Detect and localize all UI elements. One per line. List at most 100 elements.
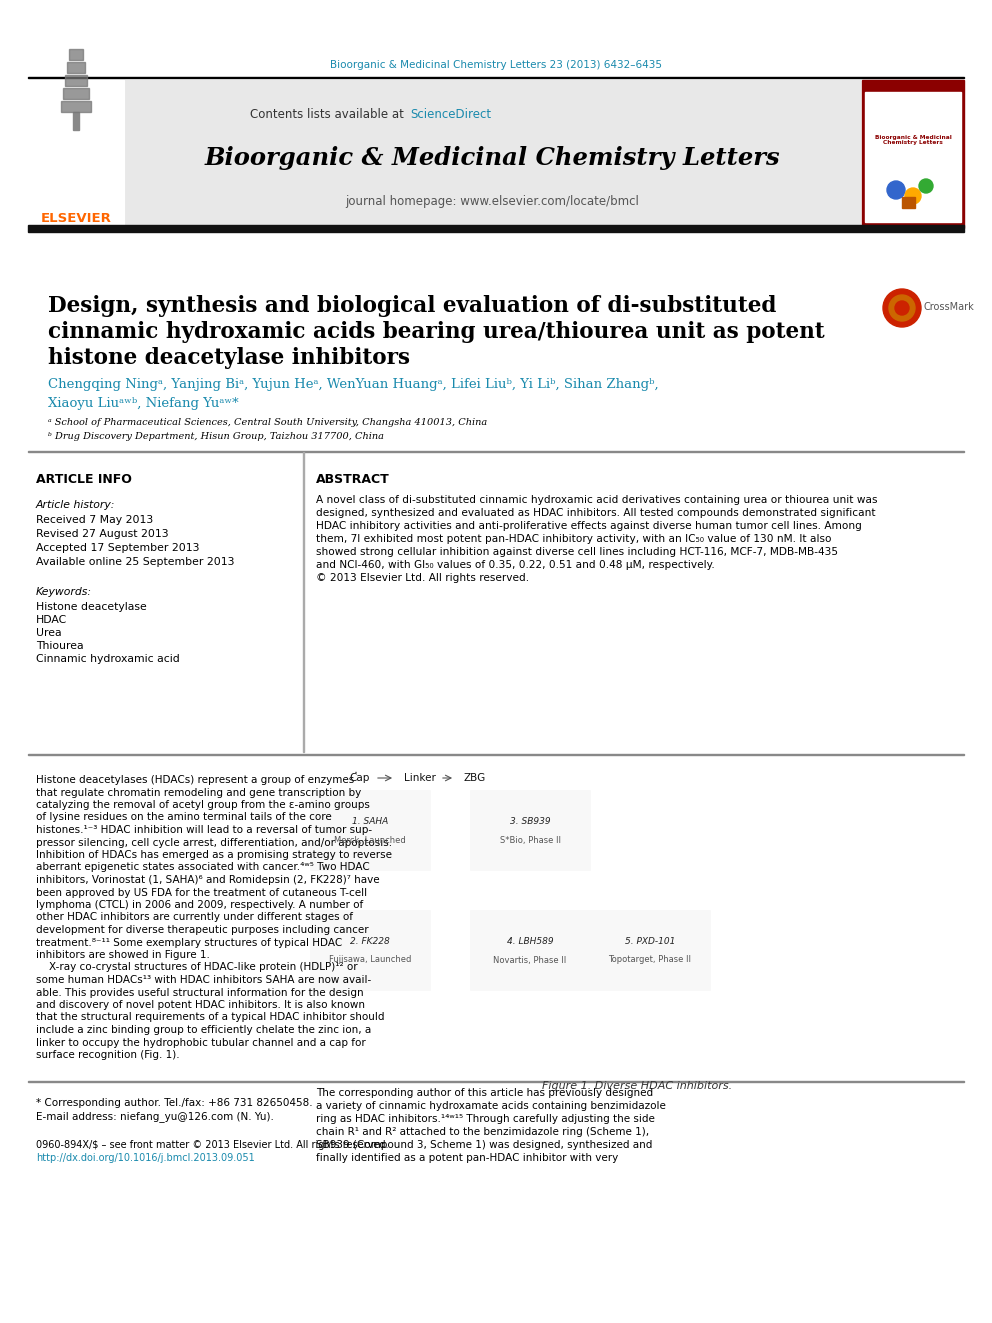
- Text: inhibitors, Vorinostat (1, SAHA)⁶ and Romidepsin (2, FK228)⁷ have: inhibitors, Vorinostat (1, SAHA)⁶ and Ro…: [36, 875, 380, 885]
- Text: designed, synthesized and evaluated as HDAC inhibitors. All tested compounds dem: designed, synthesized and evaluated as H…: [316, 508, 876, 519]
- Bar: [69, 49, 83, 60]
- Text: Fujisawa, Launched: Fujisawa, Launched: [328, 955, 412, 964]
- Bar: [310, 790, 430, 871]
- Text: ELSEVIER: ELSEVIER: [41, 212, 111, 225]
- Bar: [65, 75, 87, 86]
- Bar: [590, 910, 710, 990]
- Text: been approved by US FDA for the treatment of cutaneous T-cell: been approved by US FDA for the treatmen…: [36, 888, 367, 897]
- Text: Inhibition of HDACs has emerged as a promising strategy to reverse: Inhibition of HDACs has emerged as a pro…: [36, 849, 392, 860]
- Text: Design, synthesis and biological evaluation of di-substituted: Design, synthesis and biological evaluat…: [48, 295, 777, 318]
- Text: treatment.⁸⁻¹¹ Some exemplary structures of typical HDAC: treatment.⁸⁻¹¹ Some exemplary structures…: [36, 938, 342, 947]
- Text: and NCI-460, with GI₅₀ values of 0.35, 0.22, 0.51 and 0.48 μM, respectively.: and NCI-460, with GI₅₀ values of 0.35, 0…: [316, 560, 715, 570]
- Text: include a zinc binding group to efficiently chelate the zinc ion, a: include a zinc binding group to efficien…: [36, 1025, 371, 1035]
- Text: them, 7l exhibited most potent pan-HDAC inhibitory activity, with an IC₅₀ value : them, 7l exhibited most potent pan-HDAC …: [316, 534, 831, 544]
- Text: journal homepage: www.elsevier.com/locate/bmcl: journal homepage: www.elsevier.com/locat…: [345, 196, 639, 209]
- Text: Topotarget, Phase II: Topotarget, Phase II: [608, 955, 691, 964]
- Text: Accepted 17 September 2013: Accepted 17 September 2013: [36, 542, 199, 553]
- Bar: [28, 77, 964, 78]
- Text: Available online 25 September 2013: Available online 25 September 2013: [36, 557, 234, 568]
- Bar: [902, 197, 915, 208]
- Text: catalyzing the removal of acetyl group from the ε-amino groups: catalyzing the removal of acetyl group f…: [36, 800, 370, 810]
- Text: inhibitors are showed in Figure 1.: inhibitors are showed in Figure 1.: [36, 950, 210, 960]
- Text: Keywords:: Keywords:: [36, 587, 92, 597]
- Text: ARTICLE INFO: ARTICLE INFO: [36, 474, 132, 486]
- Text: 4. LBH589: 4. LBH589: [507, 938, 554, 946]
- Text: that regulate chromatin remodeling and gene transcription by: that regulate chromatin remodeling and g…: [36, 787, 361, 798]
- Text: chain R¹ and R² attached to the benzimidazole ring (Scheme 1),: chain R¹ and R² attached to the benzimid…: [316, 1127, 649, 1136]
- Text: some human HDACs¹³ with HDAC inhibitors SAHA are now avail-: some human HDACs¹³ with HDAC inhibitors …: [36, 975, 371, 986]
- Text: Bioorganic & Medicinal Chemistry Letters: Bioorganic & Medicinal Chemistry Letters: [204, 146, 780, 169]
- Text: cinnamic hydroxamic acids bearing urea/thiourea unit as potent: cinnamic hydroxamic acids bearing urea/t…: [48, 321, 824, 343]
- Text: Urea: Urea: [36, 628, 62, 638]
- Bar: [61, 101, 91, 112]
- Text: linker to occupy the hydrophobic tubular channel and a cap for: linker to occupy the hydrophobic tubular…: [36, 1037, 366, 1048]
- Text: The corresponding author of this article has previously designed: The corresponding author of this article…: [316, 1088, 653, 1098]
- Text: Received 7 May 2013: Received 7 May 2013: [36, 515, 153, 525]
- Text: of lysine residues on the amino terminal tails of the core: of lysine residues on the amino terminal…: [36, 812, 331, 823]
- Text: Linker: Linker: [404, 773, 435, 783]
- Text: Novartis, Phase II: Novartis, Phase II: [493, 955, 566, 964]
- Text: CrossMark: CrossMark: [924, 302, 975, 312]
- Text: Cap: Cap: [350, 773, 370, 783]
- Text: Revised 27 August 2013: Revised 27 August 2013: [36, 529, 169, 538]
- Text: lymphoma (CTCL) in 2006 and 2009, respectively. A number of: lymphoma (CTCL) in 2006 and 2009, respec…: [36, 900, 363, 910]
- Text: Cinnamic hydroxamic acid: Cinnamic hydroxamic acid: [36, 654, 180, 664]
- Text: ring as HDAC inhibitors.¹⁴ʷ¹⁵ Through carefully adjusting the side: ring as HDAC inhibitors.¹⁴ʷ¹⁵ Through ca…: [316, 1114, 655, 1125]
- Text: HDAC inhibitory activities and anti-proliferative effects against diverse human : HDAC inhibitory activities and anti-prol…: [316, 521, 862, 531]
- Text: http://dx.doi.org/10.1016/j.bmcl.2013.09.051: http://dx.doi.org/10.1016/j.bmcl.2013.09…: [36, 1154, 255, 1163]
- Text: Bioorganic & Medicinal
Chemistry Letters: Bioorganic & Medicinal Chemistry Letters: [875, 135, 951, 146]
- Text: SB939 (Compound 3, Scheme 1) was designed, synthesized and: SB939 (Compound 3, Scheme 1) was designe…: [316, 1140, 653, 1150]
- Text: ScienceDirect: ScienceDirect: [410, 108, 491, 122]
- Text: histone deacetylase inhibitors: histone deacetylase inhibitors: [48, 347, 410, 369]
- Bar: [470, 910, 590, 990]
- Bar: [865, 93, 961, 222]
- Bar: [73, 112, 79, 130]
- Bar: [310, 910, 430, 990]
- Text: Thiourea: Thiourea: [36, 642, 83, 651]
- Text: ᵇ Drug Discovery Department, Hisun Group, Taizhou 317700, China: ᵇ Drug Discovery Department, Hisun Group…: [48, 433, 384, 441]
- Circle shape: [895, 302, 909, 315]
- Bar: [862, 79, 964, 228]
- Text: HDAC: HDAC: [36, 615, 67, 624]
- Text: 0960-894X/$ – see front matter © 2013 Elsevier Ltd. All rights reserved.: 0960-894X/$ – see front matter © 2013 El…: [36, 1140, 389, 1150]
- Text: other HDAC inhibitors are currently under different stages of: other HDAC inhibitors are currently unde…: [36, 913, 353, 922]
- Text: showed strong cellular inhibition against diverse cell lines including HCT-116, : showed strong cellular inhibition agains…: [316, 546, 838, 557]
- Bar: [63, 89, 89, 99]
- Text: histones.¹⁻³ HDAC inhibition will lead to a reversal of tumor sup-: histones.¹⁻³ HDAC inhibition will lead t…: [36, 826, 372, 835]
- Text: 2. FK228: 2. FK228: [350, 938, 390, 946]
- Text: Contents lists available at: Contents lists available at: [250, 108, 408, 122]
- Bar: [470, 790, 590, 871]
- Text: * Corresponding author. Tel./fax: +86 731 82650458.: * Corresponding author. Tel./fax: +86 73…: [36, 1098, 312, 1107]
- Text: 3. SB939: 3. SB939: [510, 818, 551, 827]
- Text: Bioorganic & Medicinal Chemistry Letters 23 (2013) 6432–6435: Bioorganic & Medicinal Chemistry Letters…: [330, 60, 662, 70]
- Text: that the structural requirements of a typical HDAC inhibitor should: that the structural requirements of a ty…: [36, 1012, 385, 1023]
- Text: development for diverse therapeutic purposes including cancer: development for diverse therapeutic purp…: [36, 925, 369, 935]
- Text: aberrant epigenetic states associated with cancer.⁴ʷ⁵ Two HDAC: aberrant epigenetic states associated wi…: [36, 863, 370, 872]
- Circle shape: [889, 295, 915, 321]
- Text: Merck, Launched: Merck, Launched: [334, 836, 406, 844]
- Text: S*Bio, Phase II: S*Bio, Phase II: [500, 836, 560, 844]
- Text: finally identified as a potent pan-HDAC inhibitor with very: finally identified as a potent pan-HDAC …: [316, 1154, 618, 1163]
- Text: 1. SAHA: 1. SAHA: [352, 818, 388, 827]
- Text: Xiaoyu Liuᵃʷᵇ, Niefang Yuᵃʷ*: Xiaoyu Liuᵃʷᵇ, Niefang Yuᵃʷ*: [48, 397, 239, 410]
- Text: Histone deacetylases (HDACs) represent a group of enzymes: Histone deacetylases (HDACs) represent a…: [36, 775, 354, 785]
- Bar: [125, 79, 860, 228]
- Text: ZBG: ZBG: [464, 773, 486, 783]
- Text: able. This provides useful structural information for the design: able. This provides useful structural in…: [36, 987, 364, 998]
- Text: pressor silencing, cell cycle arrest, differentiation, and/or apoptosis.: pressor silencing, cell cycle arrest, di…: [36, 837, 392, 848]
- Bar: [28, 79, 124, 228]
- Text: ᵃ School of Pharmaceutical Sciences, Central South University, Changsha 410013, : ᵃ School of Pharmaceutical Sciences, Cen…: [48, 418, 487, 427]
- Circle shape: [887, 181, 905, 198]
- Text: Histone deacetylase: Histone deacetylase: [36, 602, 147, 613]
- Text: surface recognition (Fig. 1).: surface recognition (Fig. 1).: [36, 1050, 180, 1060]
- Bar: [67, 62, 85, 73]
- Text: X-ray co-crystal structures of HDAC-like protein (HDLP)¹² or: X-ray co-crystal structures of HDAC-like…: [36, 963, 358, 972]
- Text: Chengqing Ningᵃ, Yanjing Biᵃ, Yujun Heᵃ, WenYuan Huangᵃ, Lifei Liuᵇ, Yi Liᵇ, Sih: Chengqing Ningᵃ, Yanjing Biᵃ, Yujun Heᵃ,…: [48, 378, 659, 392]
- Bar: [303, 452, 304, 751]
- Bar: [313, 762, 961, 1068]
- Circle shape: [919, 179, 933, 193]
- Circle shape: [905, 188, 921, 204]
- Text: Article history:: Article history:: [36, 500, 115, 509]
- Text: 5. PXD-101: 5. PXD-101: [625, 938, 676, 946]
- Text: A novel class of di-substituted cinnamic hydroxamic acid derivatives containing : A novel class of di-substituted cinnamic…: [316, 495, 878, 505]
